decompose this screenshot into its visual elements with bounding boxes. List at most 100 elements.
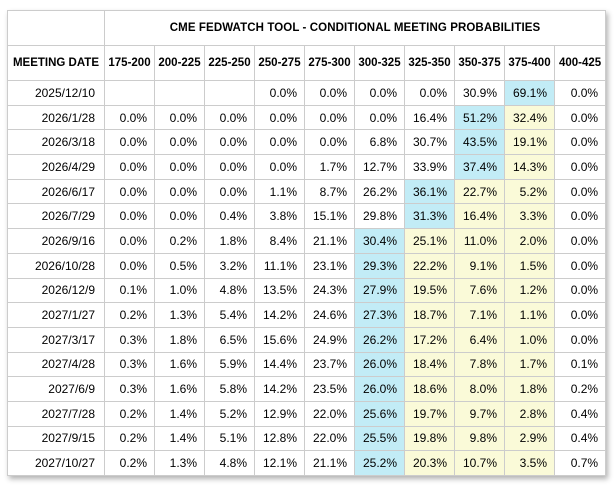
probability-cell: 5.2%: [204, 400, 255, 427]
probability-cell: 4.8%: [204, 277, 255, 304]
probability-cell: 16.4%: [454, 203, 505, 230]
meeting-date-cell: 2025/12/10: [7, 80, 105, 106]
probability-cell: 27.9%: [354, 277, 405, 304]
probability-cell: 0.5%: [154, 252, 205, 279]
probability-cell: 3.2%: [204, 252, 255, 279]
probability-cell: 19.1%: [504, 129, 555, 156]
probability-cell: 21.1%: [304, 450, 355, 476]
probability-cell: 0.0%: [104, 203, 155, 230]
rate-range-column-header: 225-250: [204, 45, 255, 81]
probability-cell: 30.9%: [454, 80, 505, 106]
probability-cell: 26.2%: [354, 326, 405, 353]
probability-cell: 25.1%: [404, 228, 455, 254]
probability-cell: 0.0%: [354, 80, 405, 106]
probability-cell: 51.2%: [454, 104, 505, 131]
probability-cell: 0.4%: [553, 425, 607, 452]
probability-cell: 1.1%: [504, 302, 555, 328]
probability-cell: 0.0%: [104, 252, 155, 279]
table-row: 2027/9/15 0.2% 1.4% 5.1% 12.8% 22.0% 25.5% 19.8…: [7, 425, 607, 452]
probability-cell: 8.4%: [254, 228, 305, 254]
probability-cell: 5.8%: [204, 376, 255, 402]
probability-cell: 1.1%: [254, 178, 305, 205]
probability-cell: 9.7%: [454, 400, 505, 427]
probability-cell: 23.1%: [304, 252, 355, 279]
probability-cell: 1.3%: [154, 302, 205, 328]
probability-cell: 0.0%: [154, 203, 205, 230]
rate-range-column-header: 275-300: [304, 45, 355, 81]
meeting-date-cell: 2026/6/17: [7, 178, 105, 205]
probability-cell: 0.0%: [154, 154, 205, 180]
probability-cell: 24.9%: [304, 326, 355, 353]
probability-cell: 1.6%: [154, 351, 205, 378]
probability-cell: 0.0%: [104, 104, 155, 131]
probability-cell: 1.8%: [154, 326, 205, 353]
probability-cell: 24.3%: [304, 277, 355, 304]
probability-cell: 2.8%: [504, 400, 555, 427]
probability-cell: 9.8%: [454, 425, 505, 452]
probability-cell: 19.7%: [404, 400, 455, 427]
probability-cell: 0.0%: [553, 326, 607, 353]
meeting-date-cell: 2026/3/18: [7, 129, 105, 156]
probability-cell: 1.3%: [154, 450, 205, 476]
probability-cell: 16.4%: [404, 104, 455, 131]
probability-cell: 0.0%: [553, 154, 607, 180]
probability-cell: 11.0%: [454, 228, 505, 254]
rate-range-column-header: 300-325: [354, 45, 405, 81]
meeting-date-cell: 2026/9/16: [7, 228, 105, 254]
corner-cell: [7, 10, 105, 46]
probability-cell: 13.5%: [254, 277, 305, 304]
probability-cell: 1.8%: [504, 376, 555, 402]
probability-cell: 14.2%: [254, 302, 305, 328]
probability-cell: 12.9%: [254, 400, 305, 427]
probability-cell: 0.0%: [204, 104, 255, 131]
rate-range-column-header: 175-200: [104, 45, 155, 81]
probability-cell: [154, 80, 205, 106]
probability-cell: 37.4%: [454, 154, 505, 180]
probability-cell: 27.3%: [354, 302, 405, 328]
probability-cell: 0.2%: [104, 425, 155, 452]
probability-cell: 0.4%: [553, 400, 607, 427]
table-row: 2026/6/17 0.0% 0.0% 0.0% 1.1% 8.7% 26.2% 36.1% 2…: [7, 178, 607, 205]
meeting-date-cell: 2026/4/29: [7, 154, 105, 180]
probability-cell: 18.7%: [404, 302, 455, 328]
probability-cell: 19.8%: [404, 425, 455, 452]
probability-cell: 22.0%: [304, 400, 355, 427]
probability-cell: 0.0%: [304, 129, 355, 156]
probability-cell: 0.0%: [254, 154, 305, 180]
meeting-date-cell: 2026/10/28: [7, 252, 105, 279]
probability-cell: 0.0%: [553, 203, 607, 230]
probability-cell: 5.1%: [204, 425, 255, 452]
probability-cell: 30.4%: [354, 228, 405, 254]
probability-cell: 5.4%: [204, 302, 255, 328]
probability-cell: 26.0%: [354, 351, 405, 378]
probability-cell: 20.3%: [404, 450, 455, 476]
probability-cell: 0.0%: [553, 80, 607, 106]
probability-cell: 6.8%: [354, 129, 405, 156]
probability-cell: 0.3%: [104, 326, 155, 353]
probability-cell: 0.2%: [553, 376, 607, 402]
probability-cell: 0.0%: [254, 104, 305, 131]
probability-cell: 43.5%: [454, 129, 505, 156]
probability-cell: 31.3%: [404, 203, 455, 230]
table-row: 2027/1/27 0.2% 1.3% 5.4% 14.2% 24.6% 27.3% 18.7…: [7, 302, 607, 328]
probability-cell: 33.9%: [404, 154, 455, 180]
probability-cell: 29.8%: [354, 203, 405, 230]
probability-cell: 36.1%: [404, 178, 455, 205]
probability-cell: 0.0%: [553, 129, 607, 156]
probability-cell: 23.7%: [304, 351, 355, 378]
probability-cell: [104, 80, 155, 106]
probability-cell: 17.2%: [404, 326, 455, 353]
probability-cell: 0.0%: [254, 129, 305, 156]
probability-cell: 2.9%: [504, 425, 555, 452]
meeting-date-cell: 2027/9/15: [7, 425, 105, 452]
probability-cell: 7.1%: [454, 302, 505, 328]
probability-cell: 8.7%: [304, 178, 355, 205]
probability-cell: 0.0%: [154, 104, 205, 131]
probability-cell: 0.0%: [204, 129, 255, 156]
probability-cell: 0.0%: [304, 80, 355, 106]
probability-cell: 14.4%: [254, 351, 305, 378]
probability-cell: 0.0%: [204, 154, 255, 180]
table-row: 2027/10/27 0.2% 1.3% 4.8% 12.1% 21.1% 25.2% 20.…: [7, 450, 607, 476]
probability-cell: 21.1%: [304, 228, 355, 254]
probability-cell: 1.4%: [154, 425, 205, 452]
